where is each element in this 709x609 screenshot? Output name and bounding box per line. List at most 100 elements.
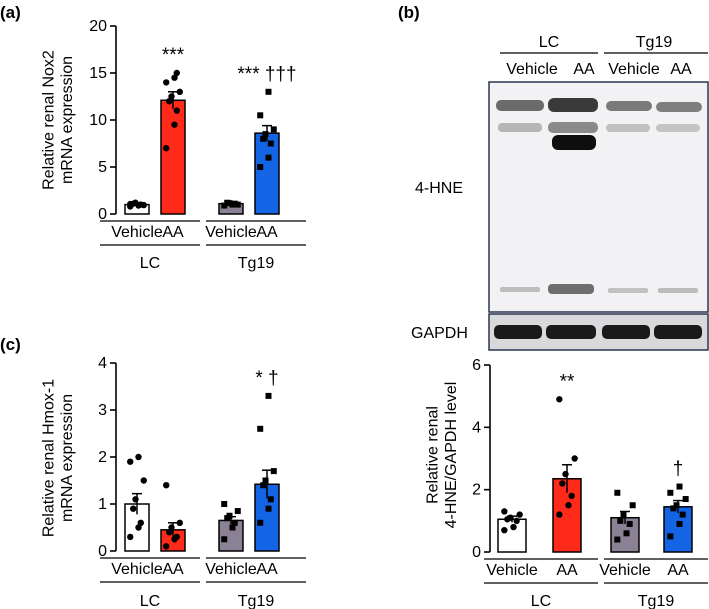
chart-b-quant-data-point [516, 511, 523, 518]
chart-a-data-point [176, 88, 183, 96]
chart-b-quant-data-point [667, 489, 674, 496]
chart-c-group-label: LC [140, 593, 160, 609]
chart-c-category-label: Vehicle [111, 561, 163, 578]
chart-a-data-point [267, 140, 274, 147]
chart-a-significance: *** ††† [237, 64, 296, 85]
chart-b-quant-data-point [667, 533, 674, 540]
chart-c-data-point [265, 392, 272, 399]
chart-b-quant-group-label: Tg19 [638, 593, 675, 609]
chart-b-quant-y-tick-label: 6 [472, 357, 481, 374]
chart-c-y-tick-label: 3 [98, 402, 107, 419]
chart-b-quant-group-label: LC [531, 593, 551, 609]
chart-b-quant-significance: ** [560, 371, 575, 392]
chart-c-data-point [221, 501, 228, 507]
chart-b-quant-data-point [629, 502, 636, 509]
chart-c-data-point [132, 496, 139, 503]
chart-b-quant-data-point [501, 508, 508, 515]
chart-c-data-point [137, 519, 144, 526]
chart-b-quant-data-point [670, 505, 677, 512]
chart-b-quant-y-tick-label: 4 [472, 419, 481, 436]
chart-a-data-point [257, 164, 264, 170]
chart-a-category-label: Vehicle [205, 224, 257, 241]
chart-a-bar [254, 132, 280, 215]
blot-group-lc: LC [539, 34, 559, 51]
chart-c-data-point [257, 425, 264, 432]
chart-c-group-label: Tg19 [238, 593, 275, 609]
chart-nox2: 0 5 10 15 20 Relative renal Nox2mRNA expressi… [41, 18, 306, 272]
chart-b-quant-bar [497, 518, 527, 553]
chart-c-data-point [234, 508, 241, 515]
chart-b-quant-significance: † [673, 459, 684, 480]
chart-4hne-quant: 0 2 4 6 Relative renal4-HNE/GAPDH level ** † Ve… [425, 357, 708, 609]
chart-a-data-point [270, 126, 277, 133]
chart-c-data-point [163, 482, 170, 489]
chart-b-quant-data-point [513, 517, 520, 525]
chart-b-quant-data-point [556, 396, 563, 403]
chart-c-y-label-line: Relative renal Hmox-1 [41, 379, 58, 537]
chart-c-data-point [231, 519, 238, 526]
chart-c-data-point [229, 524, 236, 531]
chart-a-data-point [234, 201, 241, 208]
chart-c-data-point [265, 505, 272, 512]
chart-a-data-point [262, 131, 269, 138]
chart-c-data-point [130, 505, 137, 512]
chart-a-y-label-line: Relative renal Nox2 [41, 50, 58, 190]
chart-a-data-point [260, 135, 267, 142]
chart-c-y-tick-label: 2 [98, 449, 107, 466]
chart-c-data-point [140, 477, 147, 484]
chart-b-quant-data-point [676, 520, 683, 527]
chart-c-y-tick-label: 0 [98, 543, 107, 560]
blot-membrane-4hne [488, 81, 709, 313]
chart-a-data-point [173, 69, 180, 77]
chart-b-quant-data-point [682, 496, 689, 503]
chart-b-quant-category-label: Vehicle [599, 562, 651, 579]
chart-a-y-tick-label: 20 [89, 18, 107, 35]
chart-b-quant-data-point [623, 530, 630, 537]
chart-a-y-tick-label: 5 [98, 159, 107, 176]
chart-b-quant-data-point [501, 526, 508, 534]
blot-bands-gapdh [494, 325, 702, 339]
panel-b-label: (b) [398, 3, 420, 22]
chart-b-quant-data-point [571, 455, 578, 462]
chart-b-quant-y-tick-label: 0 [472, 544, 481, 561]
chart-b-quant-data-point [559, 480, 566, 487]
chart-a-data-point [132, 199, 139, 206]
chart-c-data-point [127, 533, 134, 541]
chart-c-data-point [257, 519, 264, 526]
chart-c-data-point [127, 458, 134, 465]
chart-b-quant-data-point [565, 502, 572, 509]
chart-c-data-point [135, 453, 142, 461]
chart-a-group-label: LC [140, 255, 160, 272]
chart-c-y-tick-label: 1 [98, 496, 107, 513]
chart-a-data-point [127, 200, 134, 208]
chart-a-group-label: Tg19 [238, 255, 275, 272]
panel-a-label: (a) [0, 3, 21, 22]
chart-b-quant-data-point [673, 502, 680, 509]
chart-c-data-point [267, 496, 274, 503]
chart-c-data-point [221, 536, 228, 543]
chart-c-data-point [176, 519, 183, 526]
chart-c-data-point [168, 524, 175, 531]
chart-a-data-point [257, 112, 264, 119]
chart-a-y-label: Relative renal Nox2mRNA expression [41, 50, 76, 190]
chart-c-data-point [260, 482, 267, 489]
blot-lane-4: AA [670, 61, 692, 78]
chart-b-quant-category-label: Vehicle [486, 562, 538, 579]
chart-b-quant-category-label: AA [667, 562, 689, 579]
chart-c-data-point [163, 543, 170, 550]
chart-c-y-label-line: mRNA expression [59, 394, 76, 522]
chart-b-quant-y-label: Relative renal4-HNE/GAPDH level [425, 382, 460, 529]
chart-c-significance: * † [255, 368, 278, 389]
chart-a-data-point [163, 79, 170, 86]
chart-b-quant-data-point [568, 492, 575, 500]
chart-a-bar [160, 99, 186, 215]
chart-c-data-point [270, 468, 277, 475]
blot-lane-3: Vehicle [608, 61, 660, 78]
chart-a-data-point [265, 88, 272, 95]
chart-c-category-label: AA [256, 561, 278, 578]
chart-b-quant-y-tick-label: 2 [472, 482, 481, 499]
blot-bands-4hne [496, 98, 702, 294]
chart-a-y-tick-label: 10 [89, 112, 107, 129]
chart-hmox1: 0 1 2 3 4 Relative renal Hmox-1mRNA expressio… [41, 355, 306, 609]
chart-c-data-point [262, 477, 269, 484]
